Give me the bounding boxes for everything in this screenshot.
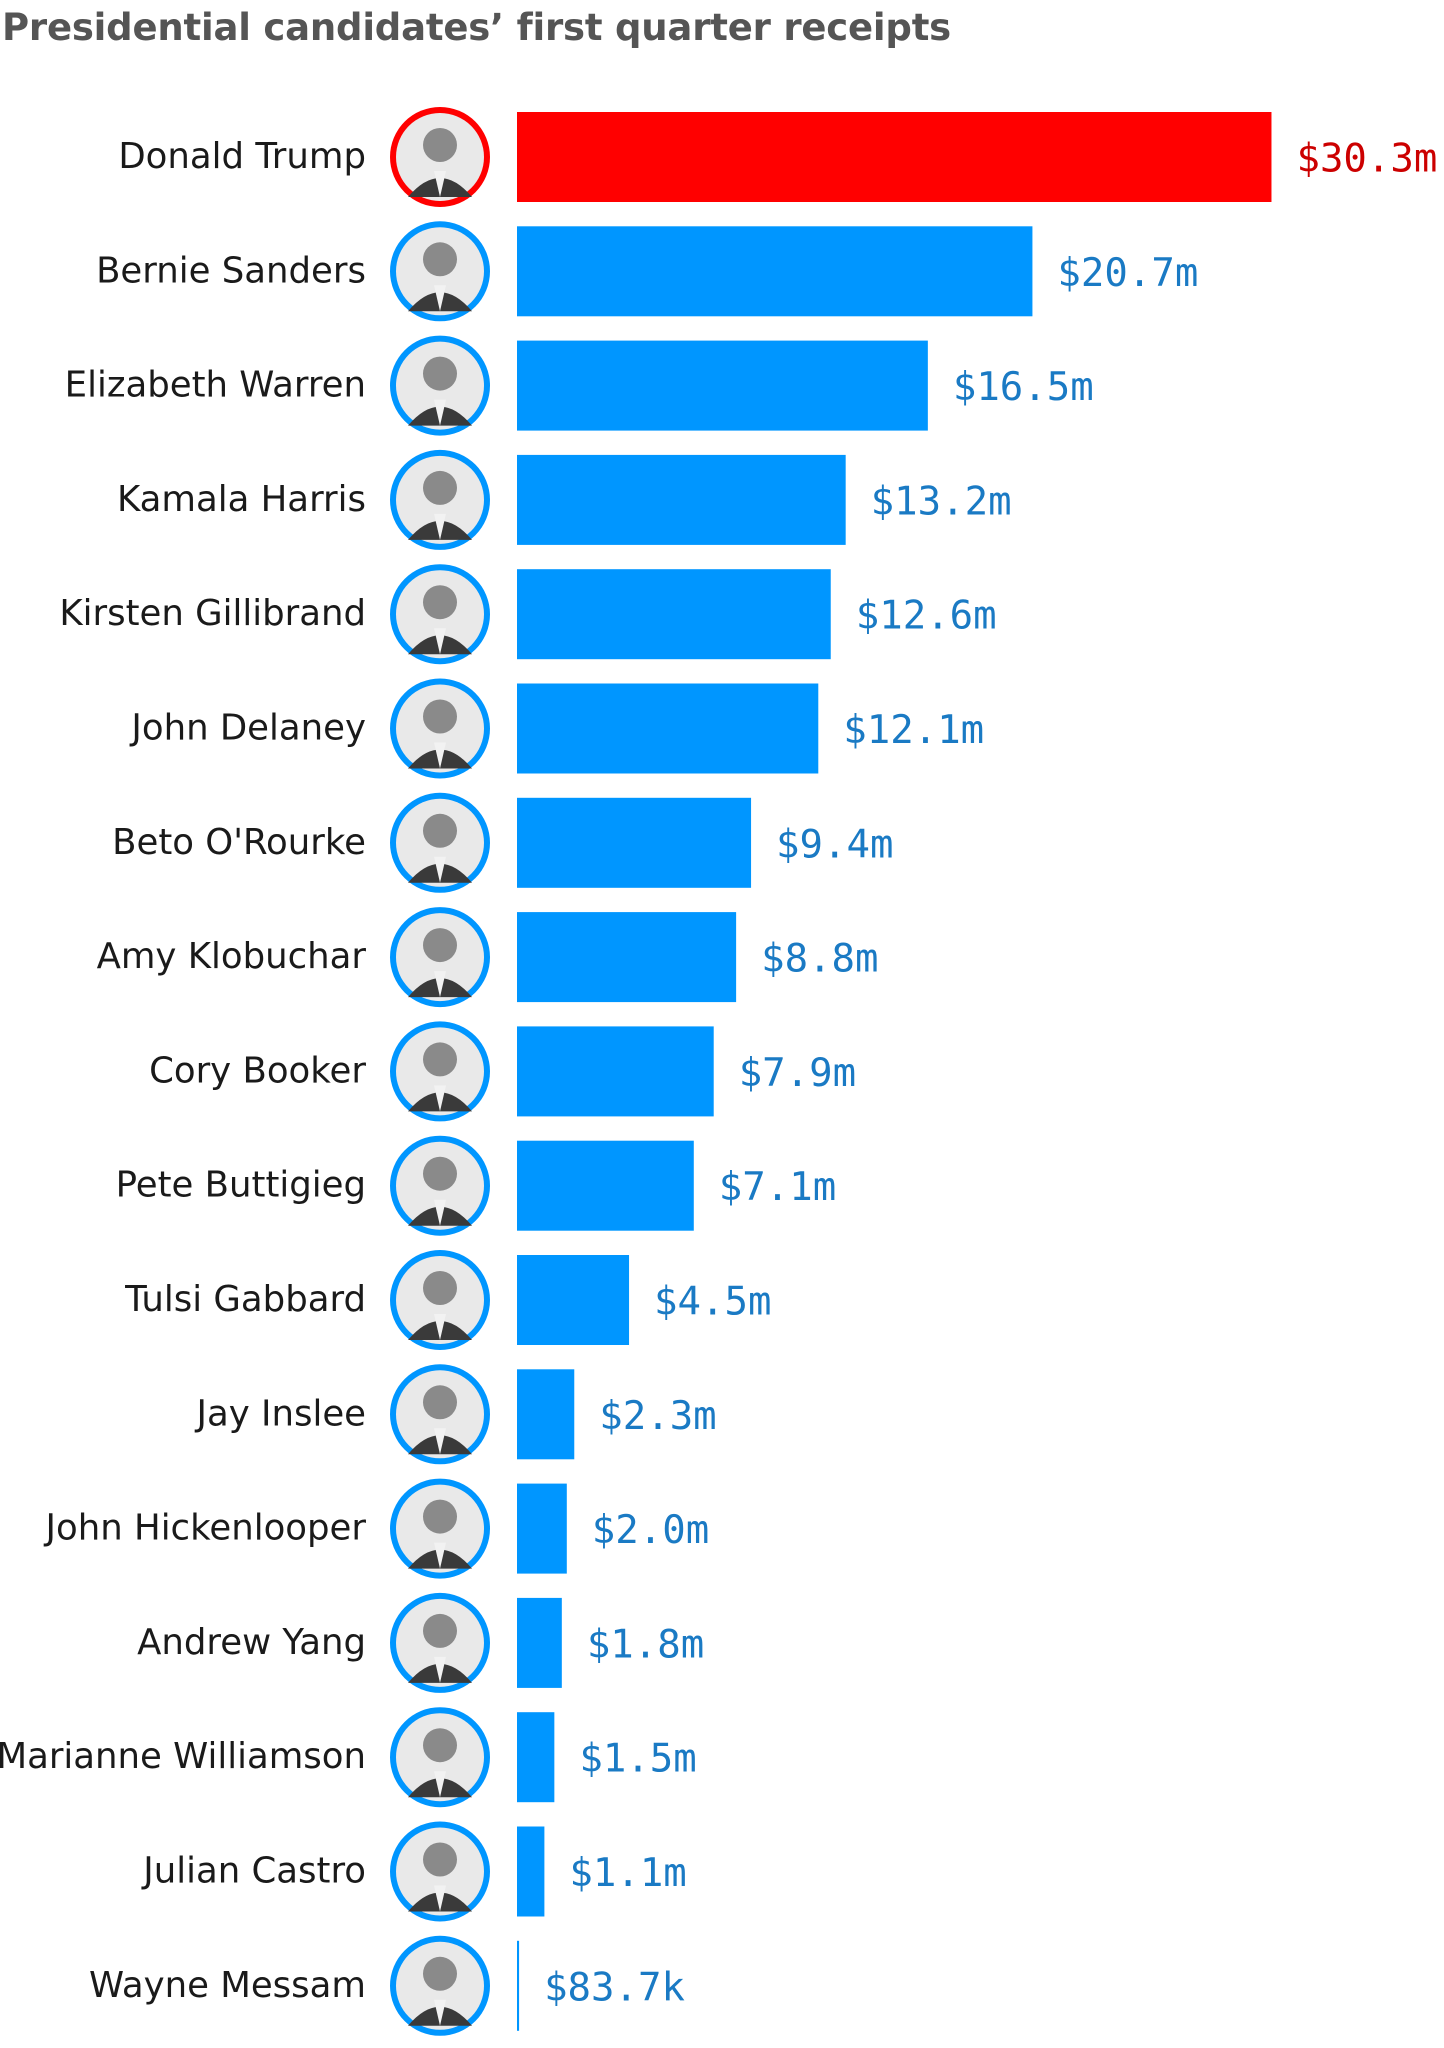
candidate-photo-icon [390,1250,490,1350]
data-label: $9.4m [776,822,893,867]
bar [517,683,819,774]
bar-row-kirsten-gillibrand: Kirsten Gillibrand $12.6m [59,564,997,665]
bar [517,112,1272,202]
category-label: Amy Klobuchar [97,936,367,977]
category-label: Pete Buttigieg [116,1165,366,1206]
candidate-photo-icon [390,1135,490,1236]
bar [517,226,1033,317]
chart-title: Presidential candidates’ first quarter r… [2,6,952,49]
bar [517,569,831,660]
data-label: $83.7k [544,1965,685,2010]
category-label: Cory Booker [149,1050,366,1091]
candidate-photo-icon [390,335,490,436]
bar-row-beto-o-rourke: Beto O'Rourke $9.4m [112,792,893,893]
candidate-photo-icon [390,107,490,207]
data-label: $20.7m [1057,251,1198,296]
bar-row-kamala-harris: Kamala Harris $13.2m [117,449,1012,550]
data-label: $8.8m [761,937,878,982]
data-label: $12.1m [843,708,984,753]
bar [517,340,928,431]
candidate-photo-icon [390,1021,490,1122]
data-label: $4.5m [654,1280,771,1325]
bar-row-tulsi-gabbard: Tulsi Gabbard $4.5m [124,1250,771,1350]
data-label: $2.3m [599,1394,716,1439]
category-label: Julian Castro [141,1851,366,1892]
bar [517,797,752,888]
bar-row-bernie-sanders: Bernie Sanders $20.7m [96,221,1198,322]
bar-row-cory-booker: Cory Booker $7.9m [149,1021,856,1122]
bar [517,1026,714,1117]
bar-row-wayne-messam: Wayne Messam $83.7k [89,1935,685,2036]
category-label: Bernie Sanders [96,250,366,291]
bar-row-john-hickenlooper: John Hickenlooper $2.0m [44,1478,709,1579]
candidate-photo-icon [390,1821,490,1922]
bar-row-julian-castro: Julian Castro $1.1m [141,1821,687,1922]
category-label: Marianne Williamson [0,1736,366,1777]
bar-row-john-delaney: John Delaney $12.1m [129,678,984,779]
bar [517,1255,630,1345]
bar [517,1483,567,1574]
bar [517,1369,575,1460]
bar-row-amy-klobuchar: Amy Klobuchar $8.8m [97,907,879,1008]
candidate-photo-icon [390,907,490,1008]
bar [517,1712,555,1803]
category-label: Jay Inslee [194,1393,366,1434]
candidate-photo-icon [390,221,490,322]
bar [517,1940,520,2031]
category-label: Kamala Harris [117,479,366,520]
data-label: $1.8m [587,1622,704,1667]
data-label: $13.2m [871,479,1012,524]
data-label: $30.3m [1296,137,1437,182]
data-label: $2.0m [592,1508,709,1553]
category-label: Donald Trump [118,136,366,177]
bar-row-donald-trump: Donald Trump $30.3m [118,107,1437,207]
bar-row-elizabeth-warren: Elizabeth Warren $16.5m [65,335,1094,436]
category-label: John Hickenlooper [44,1508,367,1549]
candidate-photo-icon [390,564,490,665]
candidate-photo-icon [390,678,490,779]
candidate-photo-icon [390,449,490,550]
data-label: $12.6m [856,594,997,639]
candidate-photo-icon [390,1364,490,1465]
bar-row-marianne-williamson: Marianne Williamson $1.5m [0,1707,697,1808]
data-label: $7.1m [719,1165,836,1210]
data-label: $1.5m [579,1737,696,1782]
bar-row-jay-inslee: Jay Inslee $2.3m [194,1364,717,1465]
category-label: Beto O'Rourke [112,822,366,863]
candidate-photo-icon [390,1707,490,1808]
bar-row-pete-buttigieg: Pete Buttigieg $7.1m [116,1135,836,1236]
candidate-photo-icon [390,1935,490,2036]
data-label: $1.1m [569,1851,686,1896]
category-label: Wayne Messam [89,1965,366,2006]
category-label: John Delaney [129,708,366,749]
category-label: Kirsten Gillibrand [59,593,366,634]
candidate-photo-icon [390,792,490,893]
data-label: $7.9m [739,1051,856,1096]
category-label: Andrew Yang [137,1622,366,1663]
candidate-photo-icon [390,1592,490,1693]
candidate-photo-icon [390,1478,490,1579]
bar [517,1140,694,1231]
category-label: Elizabeth Warren [65,365,366,406]
bar [517,1597,562,1688]
data-label: $16.5m [953,365,1094,410]
bar [517,912,737,1003]
category-label: Tulsi Gabbard [124,1279,366,1320]
bar-row-andrew-yang: Andrew Yang $1.8m [137,1592,704,1693]
bar [517,454,846,545]
bar [517,1826,545,1917]
